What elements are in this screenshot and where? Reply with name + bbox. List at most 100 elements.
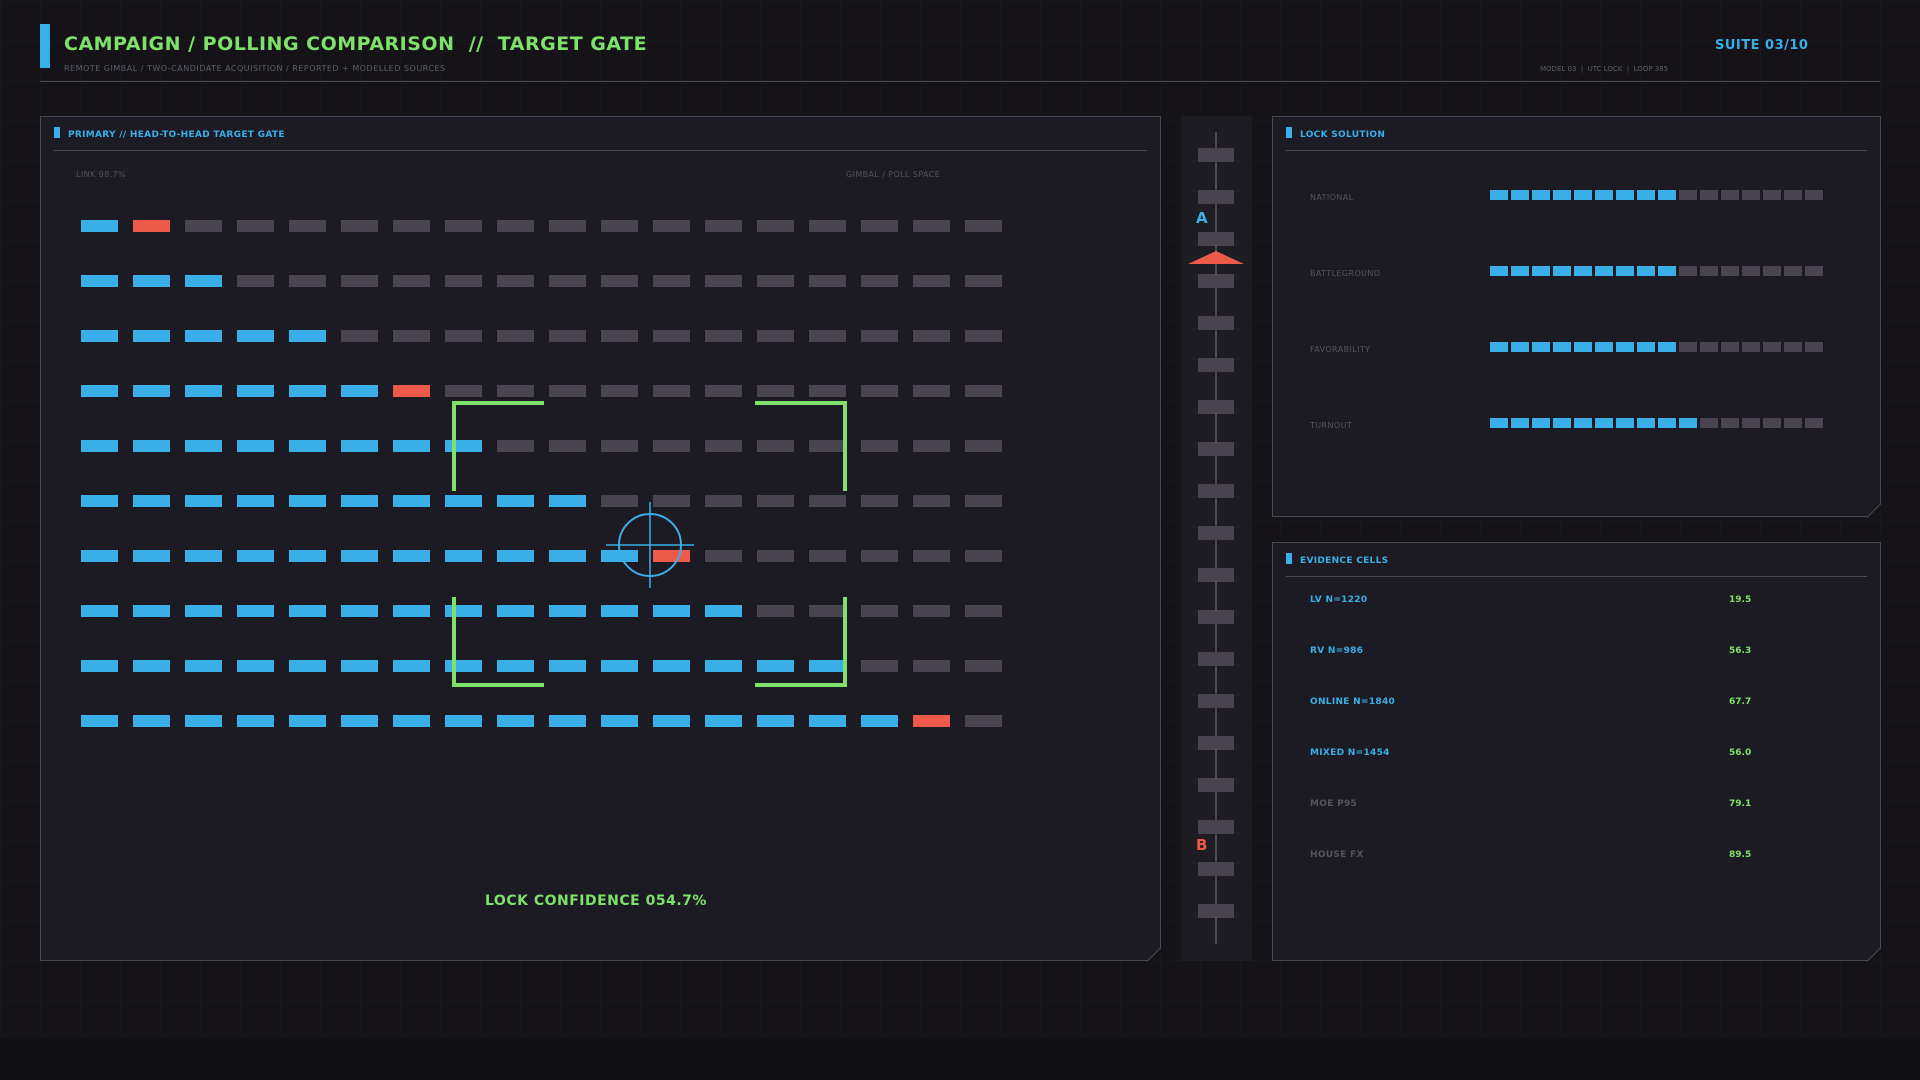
scale-tick: [1198, 274, 1234, 288]
cell-neutral: [965, 550, 1002, 562]
cell-neutral: [549, 385, 586, 397]
cell-candidate-a: [601, 660, 638, 672]
cell-candidate-a: [861, 715, 898, 727]
bar-segment-filled: [1490, 342, 1508, 352]
scale-tick: [1198, 736, 1234, 750]
cell-neutral: [861, 550, 898, 562]
bar-segment-empty: [1721, 342, 1739, 352]
cell-candidate-a: [81, 440, 118, 452]
cell-neutral: [653, 330, 690, 342]
scale-tick: [1198, 694, 1234, 708]
cell-neutral: [965, 275, 1002, 287]
lock-panel-tab: [1286, 127, 1292, 138]
evidence-label: RV N=986: [1310, 646, 1364, 656]
cell-neutral: [965, 715, 1002, 727]
bar-segment-filled: [1595, 266, 1613, 276]
scale-tick: [1198, 862, 1234, 876]
cell-candidate-a: [601, 550, 638, 562]
suite-indicator: SUITE 03/10: [1715, 38, 1809, 53]
cell-candidate-a: [237, 660, 274, 672]
link-label: LINK 98.7%: [76, 170, 127, 179]
triangle-pointer-icon[interactable]: [1188, 251, 1244, 264]
cell-neutral: [913, 495, 950, 507]
primary-panel-tab: [54, 127, 60, 138]
bar-segment-filled: [1553, 190, 1571, 200]
bar-segment-filled: [1616, 342, 1634, 352]
bar-segment-filled: [1595, 190, 1613, 200]
cell-candidate-a: [185, 275, 222, 287]
bar-segment-filled: [1637, 418, 1655, 428]
bar-segment-empty: [1763, 418, 1781, 428]
cell-candidate-a: [237, 495, 274, 507]
cell-neutral: [965, 660, 1002, 672]
cell-candidate-a: [549, 550, 586, 562]
bar-segment-filled: [1637, 342, 1655, 352]
cell-candidate-a: [237, 385, 274, 397]
cell-neutral: [913, 660, 950, 672]
cell-neutral: [705, 550, 742, 562]
cell-candidate-a: [341, 495, 378, 507]
cell-neutral: [601, 385, 638, 397]
cell-candidate-a: [497, 550, 534, 562]
gate-bracket-bottom-right: [755, 597, 847, 687]
lock-row-label: FAVORABILITY: [1310, 345, 1371, 354]
cell-neutral: [289, 220, 326, 232]
bar-segment-filled: [1490, 266, 1508, 276]
evidence-label: MOE P95: [1310, 799, 1358, 809]
cell-candidate-a: [237, 440, 274, 452]
cell-neutral: [913, 275, 950, 287]
cell-candidate-a: [705, 605, 742, 617]
bar-segment-filled: [1637, 266, 1655, 276]
cell-neutral: [341, 330, 378, 342]
cell-candidate-a: [549, 660, 586, 672]
cell-neutral: [653, 275, 690, 287]
bar-segment-empty: [1805, 342, 1823, 352]
evidence-value: 79.1: [1729, 799, 1752, 809]
bar-segment-empty: [1763, 190, 1781, 200]
cell-candidate-a: [81, 220, 118, 232]
cell-candidate-a: [289, 440, 326, 452]
cell-candidate-a: [653, 605, 690, 617]
bar-segment-empty: [1805, 190, 1823, 200]
scale-tick: [1198, 526, 1234, 540]
cell-neutral: [861, 385, 898, 397]
bar-segment-filled: [1658, 342, 1676, 352]
cell-candidate-a: [341, 715, 378, 727]
scale-tick: [1198, 148, 1234, 162]
bar-segment-filled: [1658, 190, 1676, 200]
cell-neutral: [757, 495, 794, 507]
crosshair-icon: [606, 502, 694, 588]
cell-candidate-a: [341, 660, 378, 672]
cell-candidate-b: [133, 220, 170, 232]
cell-neutral: [445, 385, 482, 397]
cell-neutral: [757, 550, 794, 562]
gate-bracket-top-right: [755, 401, 847, 491]
evidence-value: 56.0: [1729, 748, 1752, 758]
cell-candidate-a: [341, 550, 378, 562]
bar-segment-filled: [1511, 418, 1529, 428]
bar-segment-empty: [1805, 266, 1823, 276]
evidence-panel-rule: [1286, 576, 1867, 577]
cell-neutral: [237, 275, 274, 287]
cell-neutral: [965, 605, 1002, 617]
cell-candidate-a: [81, 715, 118, 727]
scale-tick: [1198, 316, 1234, 330]
cell-neutral: [757, 220, 794, 232]
cell-candidate-a: [549, 495, 586, 507]
cell-neutral: [601, 220, 638, 232]
cell-neutral: [445, 330, 482, 342]
cell-candidate-a: [133, 275, 170, 287]
scale-tick: [1198, 652, 1234, 666]
cell-candidate-a: [445, 715, 482, 727]
cell-neutral: [653, 440, 690, 452]
cell-candidate-a: [133, 330, 170, 342]
cell-neutral: [965, 220, 1002, 232]
cell-neutral: [965, 495, 1002, 507]
primary-panel: [40, 116, 1161, 961]
cell-candidate-b: [913, 715, 950, 727]
lock-solution-panel: [1272, 116, 1881, 517]
cell-candidate-a: [133, 495, 170, 507]
cell-neutral: [497, 330, 534, 342]
cell-neutral: [497, 220, 534, 232]
lock-confidence: LOCK CONFIDENCE 054.7%: [485, 893, 707, 909]
